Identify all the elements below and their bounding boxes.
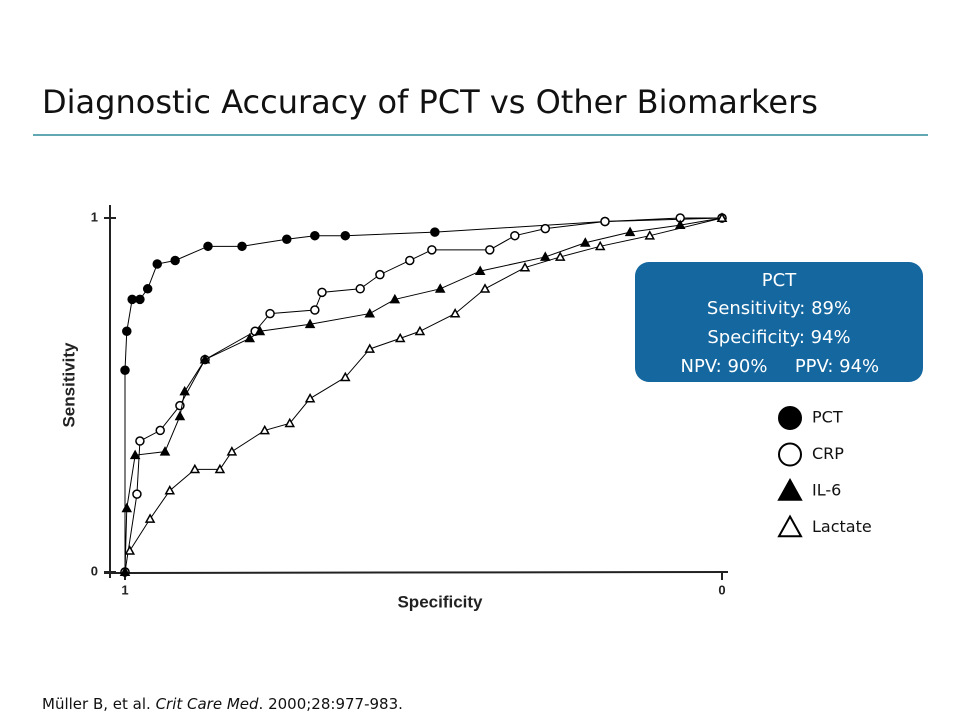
marker — [510, 230, 520, 241]
marker — [540, 223, 551, 234]
legend-label: CRP — [812, 444, 844, 463]
marker — [375, 269, 385, 280]
legend-label: IL-6 — [812, 481, 841, 500]
marker — [554, 251, 566, 261]
marker — [122, 326, 132, 337]
marker — [164, 485, 176, 495]
callout-ppv: PPV: 94% — [795, 356, 879, 377]
y-tick-label: 1 — [91, 209, 98, 224]
marker — [199, 354, 211, 364]
legend-label: PCT — [812, 408, 843, 427]
series-line — [129, 217, 723, 552]
marker — [259, 424, 270, 435]
legend-marker — [777, 477, 803, 501]
marker — [519, 262, 531, 272]
marker — [142, 284, 153, 294]
marker — [152, 259, 162, 269]
marker — [624, 226, 636, 237]
marker — [155, 425, 165, 436]
marker — [189, 463, 201, 474]
legend-marker — [778, 406, 802, 430]
x-axis-label: Specificity — [397, 592, 483, 611]
marker — [430, 227, 440, 237]
marker — [394, 332, 406, 343]
marker — [144, 513, 156, 523]
marker — [135, 436, 145, 446]
marker — [284, 417, 296, 428]
marker — [226, 446, 238, 456]
marker — [304, 318, 316, 329]
marker — [124, 545, 136, 555]
marker — [310, 305, 320, 315]
marker — [119, 566, 131, 576]
marker — [644, 230, 656, 240]
marker — [449, 308, 461, 318]
citation-journal: Crit Care Med — [156, 695, 259, 713]
callout-line: Sensitivity: 89% — [707, 298, 851, 319]
marker — [594, 240, 606, 251]
marker — [282, 234, 292, 244]
marker — [389, 293, 401, 304]
x-tick-label: 1 — [121, 582, 128, 597]
series-line — [124, 217, 723, 572]
y-tick-label: 0 — [91, 563, 98, 578]
legend-label: Lactate — [812, 517, 872, 536]
marker — [405, 255, 415, 266]
marker — [304, 392, 316, 403]
citation: Müller B, et al. Crit Care Med. 2000;28:… — [42, 695, 403, 713]
marker — [132, 489, 142, 499]
marker — [600, 216, 610, 227]
marker — [540, 251, 551, 261]
marker — [340, 230, 351, 241]
callout-box — [635, 262, 923, 382]
legend-marker — [777, 514, 803, 538]
marker — [340, 371, 351, 382]
marker — [121, 502, 133, 513]
marker — [265, 308, 275, 319]
marker — [364, 308, 376, 318]
marker — [479, 283, 491, 293]
marker — [127, 294, 137, 305]
citation-authors: Müller B, et al. — [42, 695, 156, 713]
marker — [179, 385, 190, 396]
marker — [129, 449, 141, 460]
series-line — [124, 217, 722, 573]
marker — [203, 241, 213, 252]
marker — [317, 287, 327, 298]
marker — [364, 343, 376, 353]
x-tick-label: 0 — [718, 582, 725, 597]
marker — [485, 245, 495, 255]
marker — [434, 283, 446, 293]
slide-title: Diagnostic Accuracy of PCT vs Other Biom… — [42, 83, 818, 121]
marker — [237, 241, 247, 252]
marker — [427, 245, 437, 255]
marker — [716, 212, 728, 222]
callout-title: PCT — [762, 270, 797, 291]
callout-npv: NPV: 90% — [681, 356, 768, 377]
marker — [580, 237, 591, 247]
legend-marker — [778, 442, 802, 467]
callout-line: Specificity: 94% — [707, 327, 850, 348]
marker — [170, 255, 180, 266]
marker — [414, 325, 426, 336]
y-axis-label: Sensitivity — [59, 342, 78, 428]
marker — [310, 230, 320, 241]
marker — [474, 265, 486, 276]
marker — [135, 294, 145, 305]
marker — [355, 284, 365, 294]
x-axis — [103, 571, 729, 574]
series-line — [124, 217, 723, 573]
citation-rest: . 2000;28:977-983. — [259, 695, 403, 713]
marker — [244, 332, 256, 343]
marker — [214, 463, 226, 474]
marker — [120, 365, 130, 375]
marker — [254, 325, 266, 336]
marker — [159, 446, 171, 456]
marker — [174, 410, 186, 421]
